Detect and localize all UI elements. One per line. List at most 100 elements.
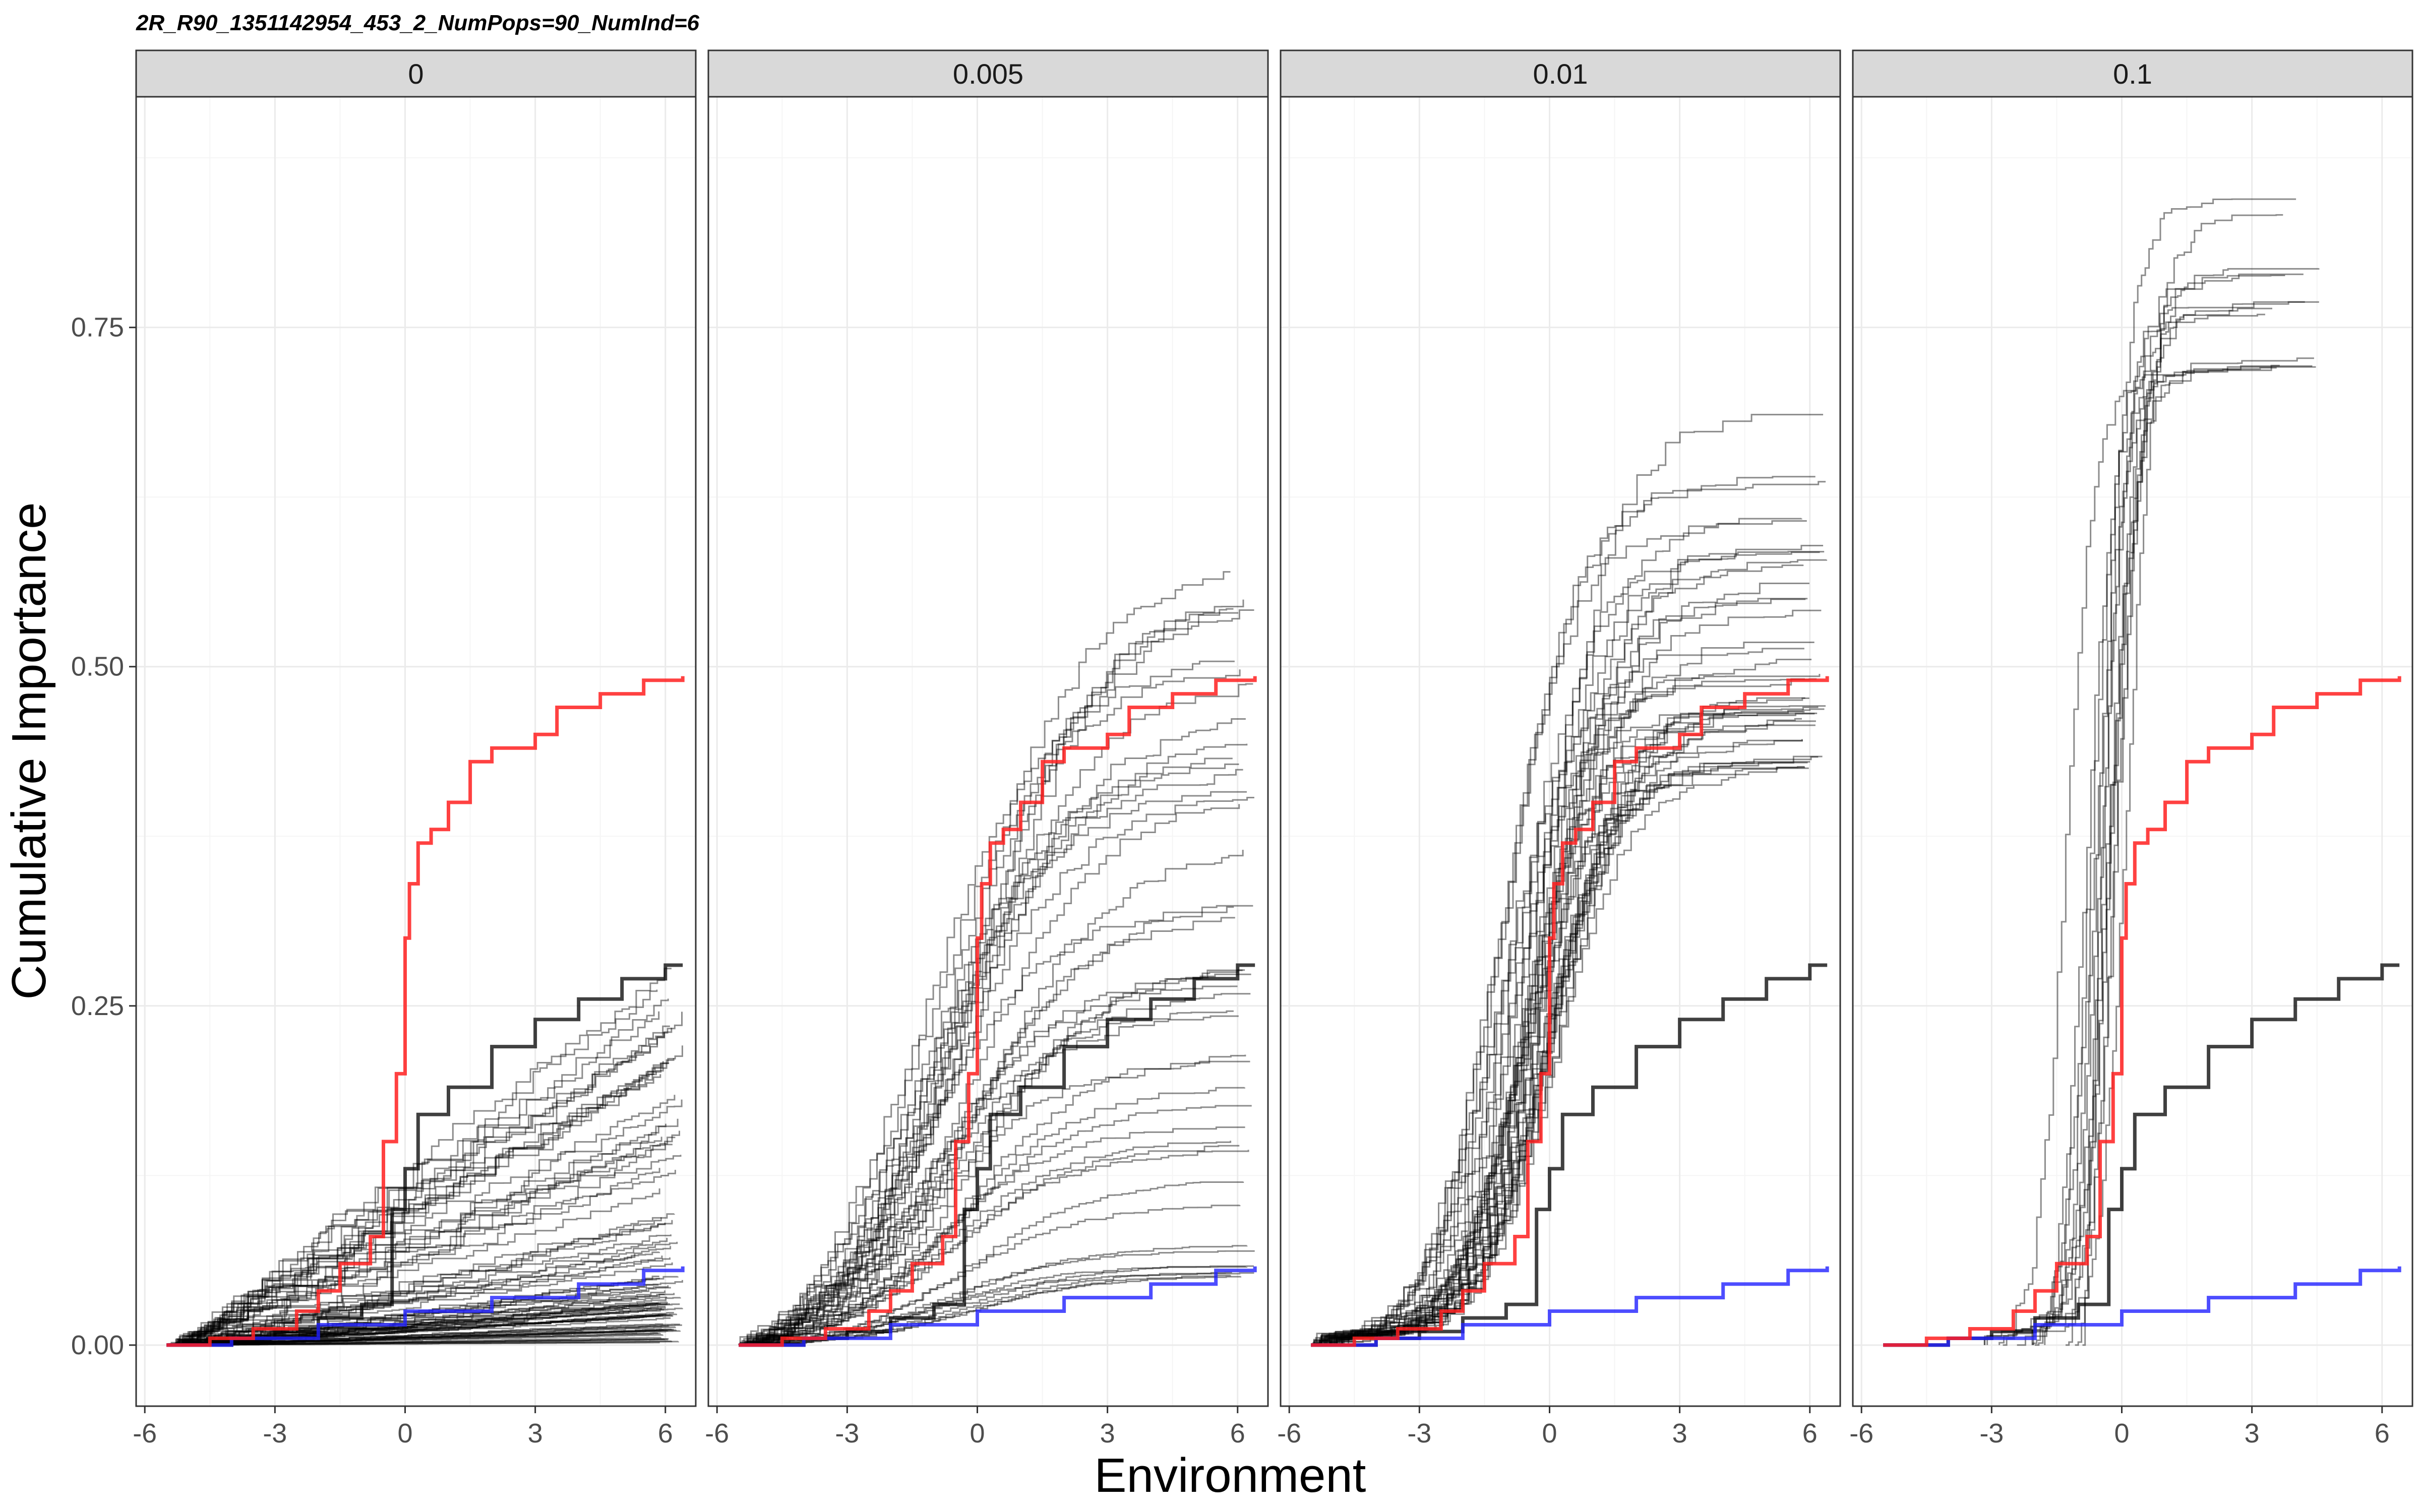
x-tick-label: -6 <box>1277 1418 1301 1448</box>
gray-series-line <box>175 1327 676 1346</box>
gray-series-line <box>178 1045 683 1345</box>
gray-series-line <box>173 1307 662 1346</box>
gray-series-line <box>1322 559 1828 1346</box>
gray-series-line <box>745 1060 1250 1346</box>
gray-series-line <box>172 998 669 1345</box>
facet-panel: 0 -6 -3 0 3 6 <box>133 49 697 1448</box>
gray-series-line <box>749 718 1246 1346</box>
gray-series-line <box>1316 762 1808 1346</box>
gray-series-line <box>1318 756 1819 1346</box>
gray-series-line <box>176 1095 676 1346</box>
y-tick-label: 0.00 <box>71 1330 124 1360</box>
y-tick-label: 0.75 <box>71 312 124 343</box>
gray-series-line <box>1314 706 1819 1346</box>
gray-series-line <box>170 1317 671 1346</box>
facet-strip-label: 0 <box>408 58 424 90</box>
gray-series-line <box>174 1329 664 1346</box>
gray-series-line <box>1313 674 1821 1345</box>
gray-series-line <box>740 599 1244 1346</box>
gray-series-line <box>738 1250 1255 1346</box>
gray-series-line <box>747 1265 1246 1345</box>
gray-series-line <box>1312 713 1815 1346</box>
gray-series-line <box>2044 214 2283 1345</box>
black-series-line <box>739 963 1255 1347</box>
gray-series-line <box>177 1170 676 1346</box>
gray-series-line <box>740 1150 1249 1346</box>
gray-series-line <box>751 797 1254 1346</box>
gray-series-line <box>748 804 1240 1345</box>
gray-series-line <box>1319 767 1809 1346</box>
gray-series-line <box>1314 545 1824 1345</box>
gray-series-line <box>170 1168 660 1346</box>
panel-border <box>135 96 697 1407</box>
x-tick-label: 6 <box>1802 1418 1818 1448</box>
gray-series-line <box>748 1265 1254 1346</box>
panel-border <box>1852 96 2413 1407</box>
gray-series-line <box>172 1234 672 1345</box>
chart-title: 2R_R90_1351142954_453_2_NumPops=90_NumIn… <box>136 11 700 35</box>
gray-series-line <box>171 1314 664 1346</box>
x-tick-label: -6 <box>1849 1418 1873 1448</box>
facet-panel: 0.005 -6 -3 0 3 6 <box>705 49 1269 1448</box>
gray-series-line <box>1322 551 1820 1345</box>
facet-panels: 0 -6 -3 0 3 6 0.005 -6 -3 0 3 6 0.01 -6 -3 0 3 6 0.1 -6 -3 0 3… <box>133 49 2413 1448</box>
gray-series-line <box>739 609 1254 1345</box>
gray-series-line <box>177 1312 674 1346</box>
gray-series-line <box>1316 481 1826 1346</box>
y-tick-label: 0.50 <box>71 652 124 682</box>
x-tick-label: -6 <box>705 1418 729 1448</box>
panel-border <box>707 96 1269 1407</box>
gray-series-line <box>169 1246 672 1345</box>
gray-series-line <box>1316 476 1816 1345</box>
x-tick-label: 0 <box>1542 1418 1557 1448</box>
gray-series-line <box>1319 659 1812 1346</box>
gray-series-line <box>1314 678 1817 1346</box>
facet-strip-label: 0.005 <box>953 58 1023 90</box>
gray-series-line <box>2034 366 2316 1346</box>
facet-panel: 0.1 -6 -3 0 3 6 <box>1849 49 2413 1448</box>
gray-series-line <box>167 1238 668 1345</box>
x-tick-label: 6 <box>1230 1418 1245 1448</box>
red-series-line <box>1883 676 2401 1347</box>
gray-series-line <box>2031 198 2296 1345</box>
gray-series-line <box>167 1334 663 1346</box>
gray-series-line <box>1320 642 1814 1345</box>
x-tick-label: 0 <box>970 1418 985 1448</box>
series-group <box>1883 198 2401 1347</box>
facet-strip-label: 0.01 <box>1533 58 1588 90</box>
gray-series-line <box>750 850 1244 1345</box>
gray-series-line <box>170 1313 667 1346</box>
series-group <box>166 676 685 1347</box>
gray-series-line <box>172 1062 670 1346</box>
gray-series-line <box>2017 357 2314 1346</box>
gray-series-line <box>168 1332 659 1346</box>
gray-series-line <box>175 1329 674 1346</box>
gray-series-line <box>169 1329 673 1346</box>
series-group <box>738 571 1257 1347</box>
gray-series-line <box>172 1213 675 1346</box>
x-tick-label: -3 <box>1979 1418 2004 1448</box>
gray-series-line <box>170 1330 668 1346</box>
blue-series-line <box>739 1266 1257 1347</box>
gray-series-line <box>743 660 1235 1345</box>
gray-series-line <box>739 906 1234 1345</box>
gray-series-line <box>176 1058 675 1345</box>
x-tick-label: -3 <box>835 1418 859 1448</box>
facet-panel: 0.01 -6 -3 0 3 6 <box>1277 49 1841 1448</box>
gray-series-line <box>1312 583 1809 1345</box>
gray-series-line <box>172 1315 661 1346</box>
gray-series-line <box>167 1340 673 1346</box>
gray-series-line <box>168 1285 669 1346</box>
gray-series-line <box>746 1015 1239 1346</box>
gray-series-line <box>166 1324 680 1346</box>
gray-series-line <box>168 1144 673 1346</box>
x-tick-label: 3 <box>2245 1418 2260 1448</box>
x-tick-label: -3 <box>1407 1418 1431 1448</box>
gray-series-line <box>741 769 1243 1345</box>
gray-series-line <box>170 1333 661 1346</box>
gray-series-line <box>1317 705 1826 1346</box>
gray-series-line <box>174 1329 677 1346</box>
x-tick-label: 3 <box>1672 1418 1687 1448</box>
gray-series-line <box>2032 275 2285 1345</box>
